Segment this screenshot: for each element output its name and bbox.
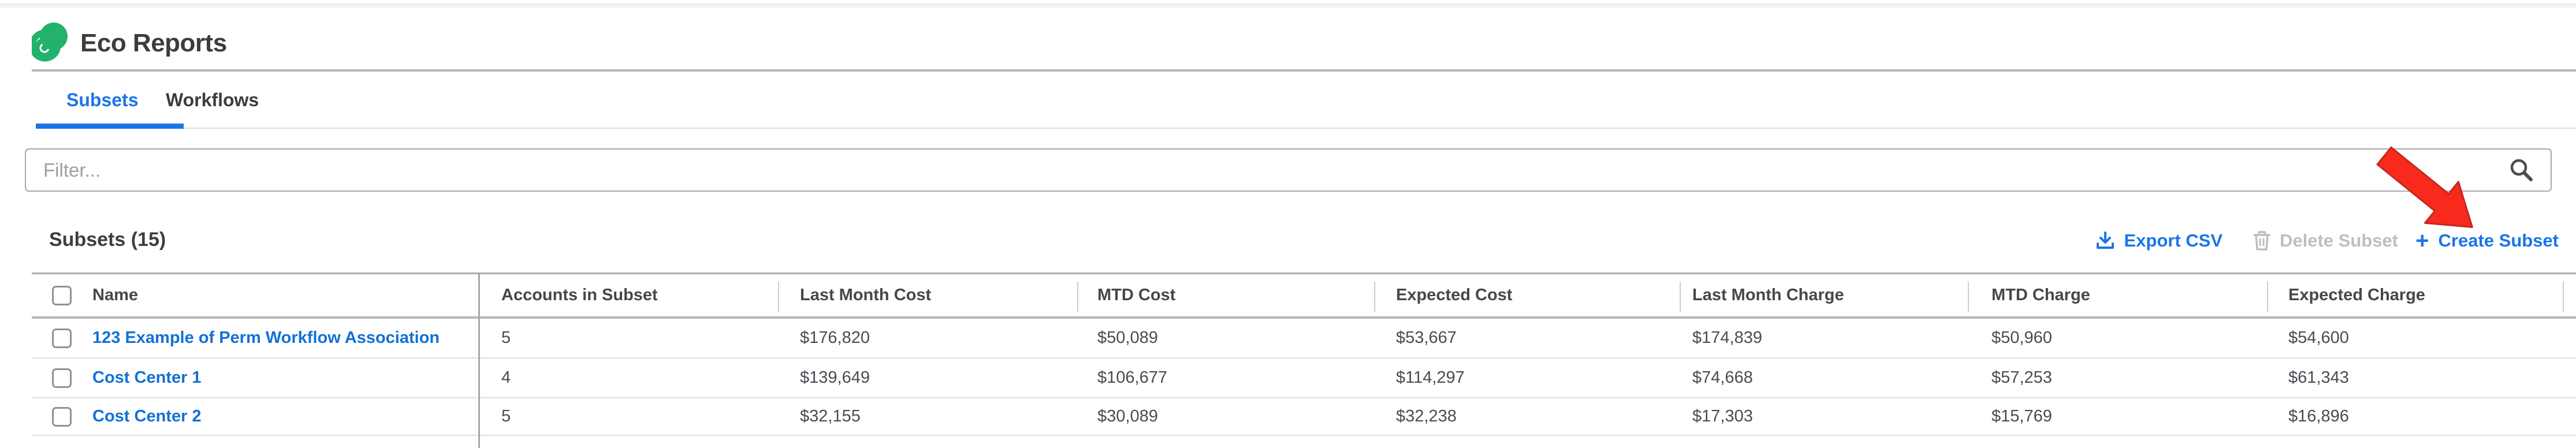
column-resize-handle[interactable]	[1374, 282, 1375, 312]
column-header-last-month-charge[interactable]: Last Month Charge	[1692, 286, 1844, 304]
column-header-expected-cost[interactable]: Expected Cost	[1396, 286, 1513, 304]
delete-subset-button[interactable]: Delete Subset	[2252, 227, 2398, 254]
eco-reports-logo-icon	[32, 23, 68, 62]
page-title: Eco Reports	[80, 29, 227, 57]
column-resize-handle[interactable]	[2267, 282, 2268, 312]
tab-workflows[interactable]: Workflows	[166, 89, 259, 110]
cell-mtd-charge: $57,253	[1991, 368, 2052, 387]
tab-subsets[interactable]: Subsets	[66, 89, 139, 110]
export-csv-button[interactable]: Export CSV	[2095, 227, 2223, 254]
cell-expected-charge: $54,600	[2288, 328, 2349, 347]
table-row: 123 Example of Perm Workflow Association…	[32, 319, 2576, 359]
filter-input[interactable]	[26, 159, 2509, 181]
section-title: Subsets (15)	[49, 229, 166, 251]
cell-mtd-charge: $50,960	[1991, 328, 2052, 347]
column-header-mtd-cost[interactable]: MTD Cost	[1097, 286, 1176, 304]
subset-name-link[interactable]: Cost Center 1	[92, 368, 202, 387]
cell-last-month-charge: $74,668	[1692, 368, 1753, 387]
tabs-baseline	[36, 128, 2576, 129]
cell-mtd-charge: $15,769	[1991, 407, 2052, 425]
cell-expected-charge: $16,896	[2288, 407, 2349, 425]
table-header-row: Name Accounts in Subset Last Month Cost …	[32, 272, 2576, 319]
row-checkbox[interactable]	[52, 328, 72, 348]
header-divider	[32, 69, 2576, 72]
column-resize-handle[interactable]	[1680, 282, 1681, 312]
cell-last-month-cost: $139,649	[800, 368, 870, 387]
column-header-accounts-in-subset[interactable]: Accounts in Subset	[501, 286, 658, 304]
column-header-last-month-cost[interactable]: Last Month Cost	[800, 286, 932, 304]
cell-expected-cost: $53,667	[1396, 328, 1457, 347]
cell-expected-charge: $61,343	[2288, 368, 2349, 387]
cell-expected-cost: $114,297	[1396, 368, 1465, 387]
column-resize-handle[interactable]	[1077, 282, 1078, 312]
filter-container	[25, 148, 2552, 192]
cell-last-month-cost: $176,820	[800, 328, 870, 347]
subset-name-link[interactable]: Cost Center 2	[92, 407, 202, 425]
active-tab-indicator	[36, 124, 184, 129]
app-header: Eco Reports	[32, 17, 227, 69]
cell-mtd-cost: $106,677	[1097, 368, 1167, 387]
plus-icon: +	[2415, 228, 2429, 253]
row-checkbox[interactable]	[52, 406, 72, 427]
table-row: Cost Center 2 5 $32,155 $30,089 $32,238 $17,3…	[32, 398, 2576, 436]
cell-last-month-cost: $32,155	[800, 407, 861, 425]
name-column-divider	[478, 272, 480, 448]
cell-mtd-cost: $50,089	[1097, 328, 1158, 347]
cell-accounts-in-subset: 5	[501, 328, 511, 347]
cell-accounts-in-subset: 5	[501, 407, 511, 425]
row-checkbox[interactable]	[52, 368, 72, 388]
table-row: Cost Center 1 4 $139,649 $106,677 $114,297 $7…	[32, 359, 2576, 398]
subsets-table: Name Accounts in Subset Last Month Cost …	[32, 272, 2576, 448]
column-resize-handle[interactable]	[2563, 282, 2564, 312]
cell-expected-cost: $32,238	[1396, 407, 1457, 425]
select-all-checkbox[interactable]	[52, 285, 72, 305]
cell-last-month-charge: $174,839	[1692, 328, 1762, 347]
column-header-name[interactable]: Name	[92, 286, 138, 304]
subset-name-link[interactable]: 123 Example of Perm Workflow Association	[92, 328, 440, 347]
download-icon	[2095, 230, 2116, 251]
window-top-edge	[0, 3, 2576, 9]
table-body: 123 Example of Perm Workflow Association…	[32, 319, 2576, 436]
search-icon[interactable]	[2509, 158, 2534, 183]
column-header-expected-charge[interactable]: Expected Charge	[2288, 286, 2425, 304]
cell-accounts-in-subset: 4	[501, 368, 511, 387]
trash-icon	[2252, 230, 2272, 251]
column-header-mtd-charge[interactable]: MTD Charge	[1991, 286, 2090, 304]
column-resize-handle[interactable]	[1968, 282, 1969, 312]
delete-subset-label: Delete Subset	[2279, 230, 2398, 251]
column-resize-handle[interactable]	[778, 282, 779, 312]
cell-last-month-charge: $17,303	[1692, 407, 1753, 425]
export-csv-label: Export CSV	[2124, 230, 2223, 251]
create-subset-label: Create Subset	[2438, 230, 2559, 251]
create-subset-button[interactable]: + Create Subset	[2415, 227, 2559, 254]
cell-mtd-cost: $30,089	[1097, 407, 1158, 425]
